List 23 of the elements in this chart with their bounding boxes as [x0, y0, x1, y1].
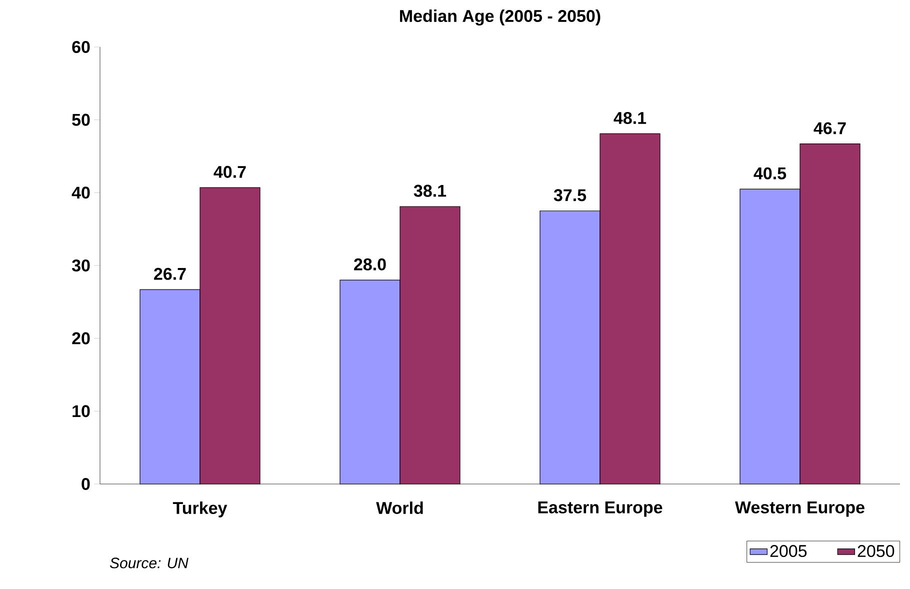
y-tick-label: 10 [72, 405, 90, 418]
y-tick-label: 20 [72, 332, 90, 344]
data-label: 38.1 [414, 184, 446, 197]
data-label: 28.0 [354, 258, 386, 270]
y-tick-label: 0 [82, 478, 90, 490]
y-tick-label: 40 [72, 186, 90, 199]
x-tick-label: Western Europe [735, 502, 864, 517]
data-label: 40.7 [214, 166, 246, 178]
data-label: 40.5 [754, 167, 786, 180]
source-note: Source: UN [110, 558, 188, 568]
data-label: 37.5 [554, 189, 586, 202]
x-tick-label: Eastern Europe [538, 502, 662, 517]
y-tick-label: 30 [72, 259, 90, 272]
legend-label: 2005 [770, 545, 807, 558]
data-label: 26.7 [154, 268, 186, 280]
chart-title: Median Age (2005 - 2050) [400, 10, 600, 26]
legend-label: 2050 [858, 545, 894, 558]
data-label: 48.1 [614, 112, 646, 124]
x-tick-label: World [376, 502, 423, 514]
x-tick-label: Turkey [172, 502, 228, 518]
y-tick-label: 60 [72, 40, 90, 54]
data-label: 46.7 [814, 122, 846, 134]
y-tick-label: 50 [72, 114, 90, 126]
